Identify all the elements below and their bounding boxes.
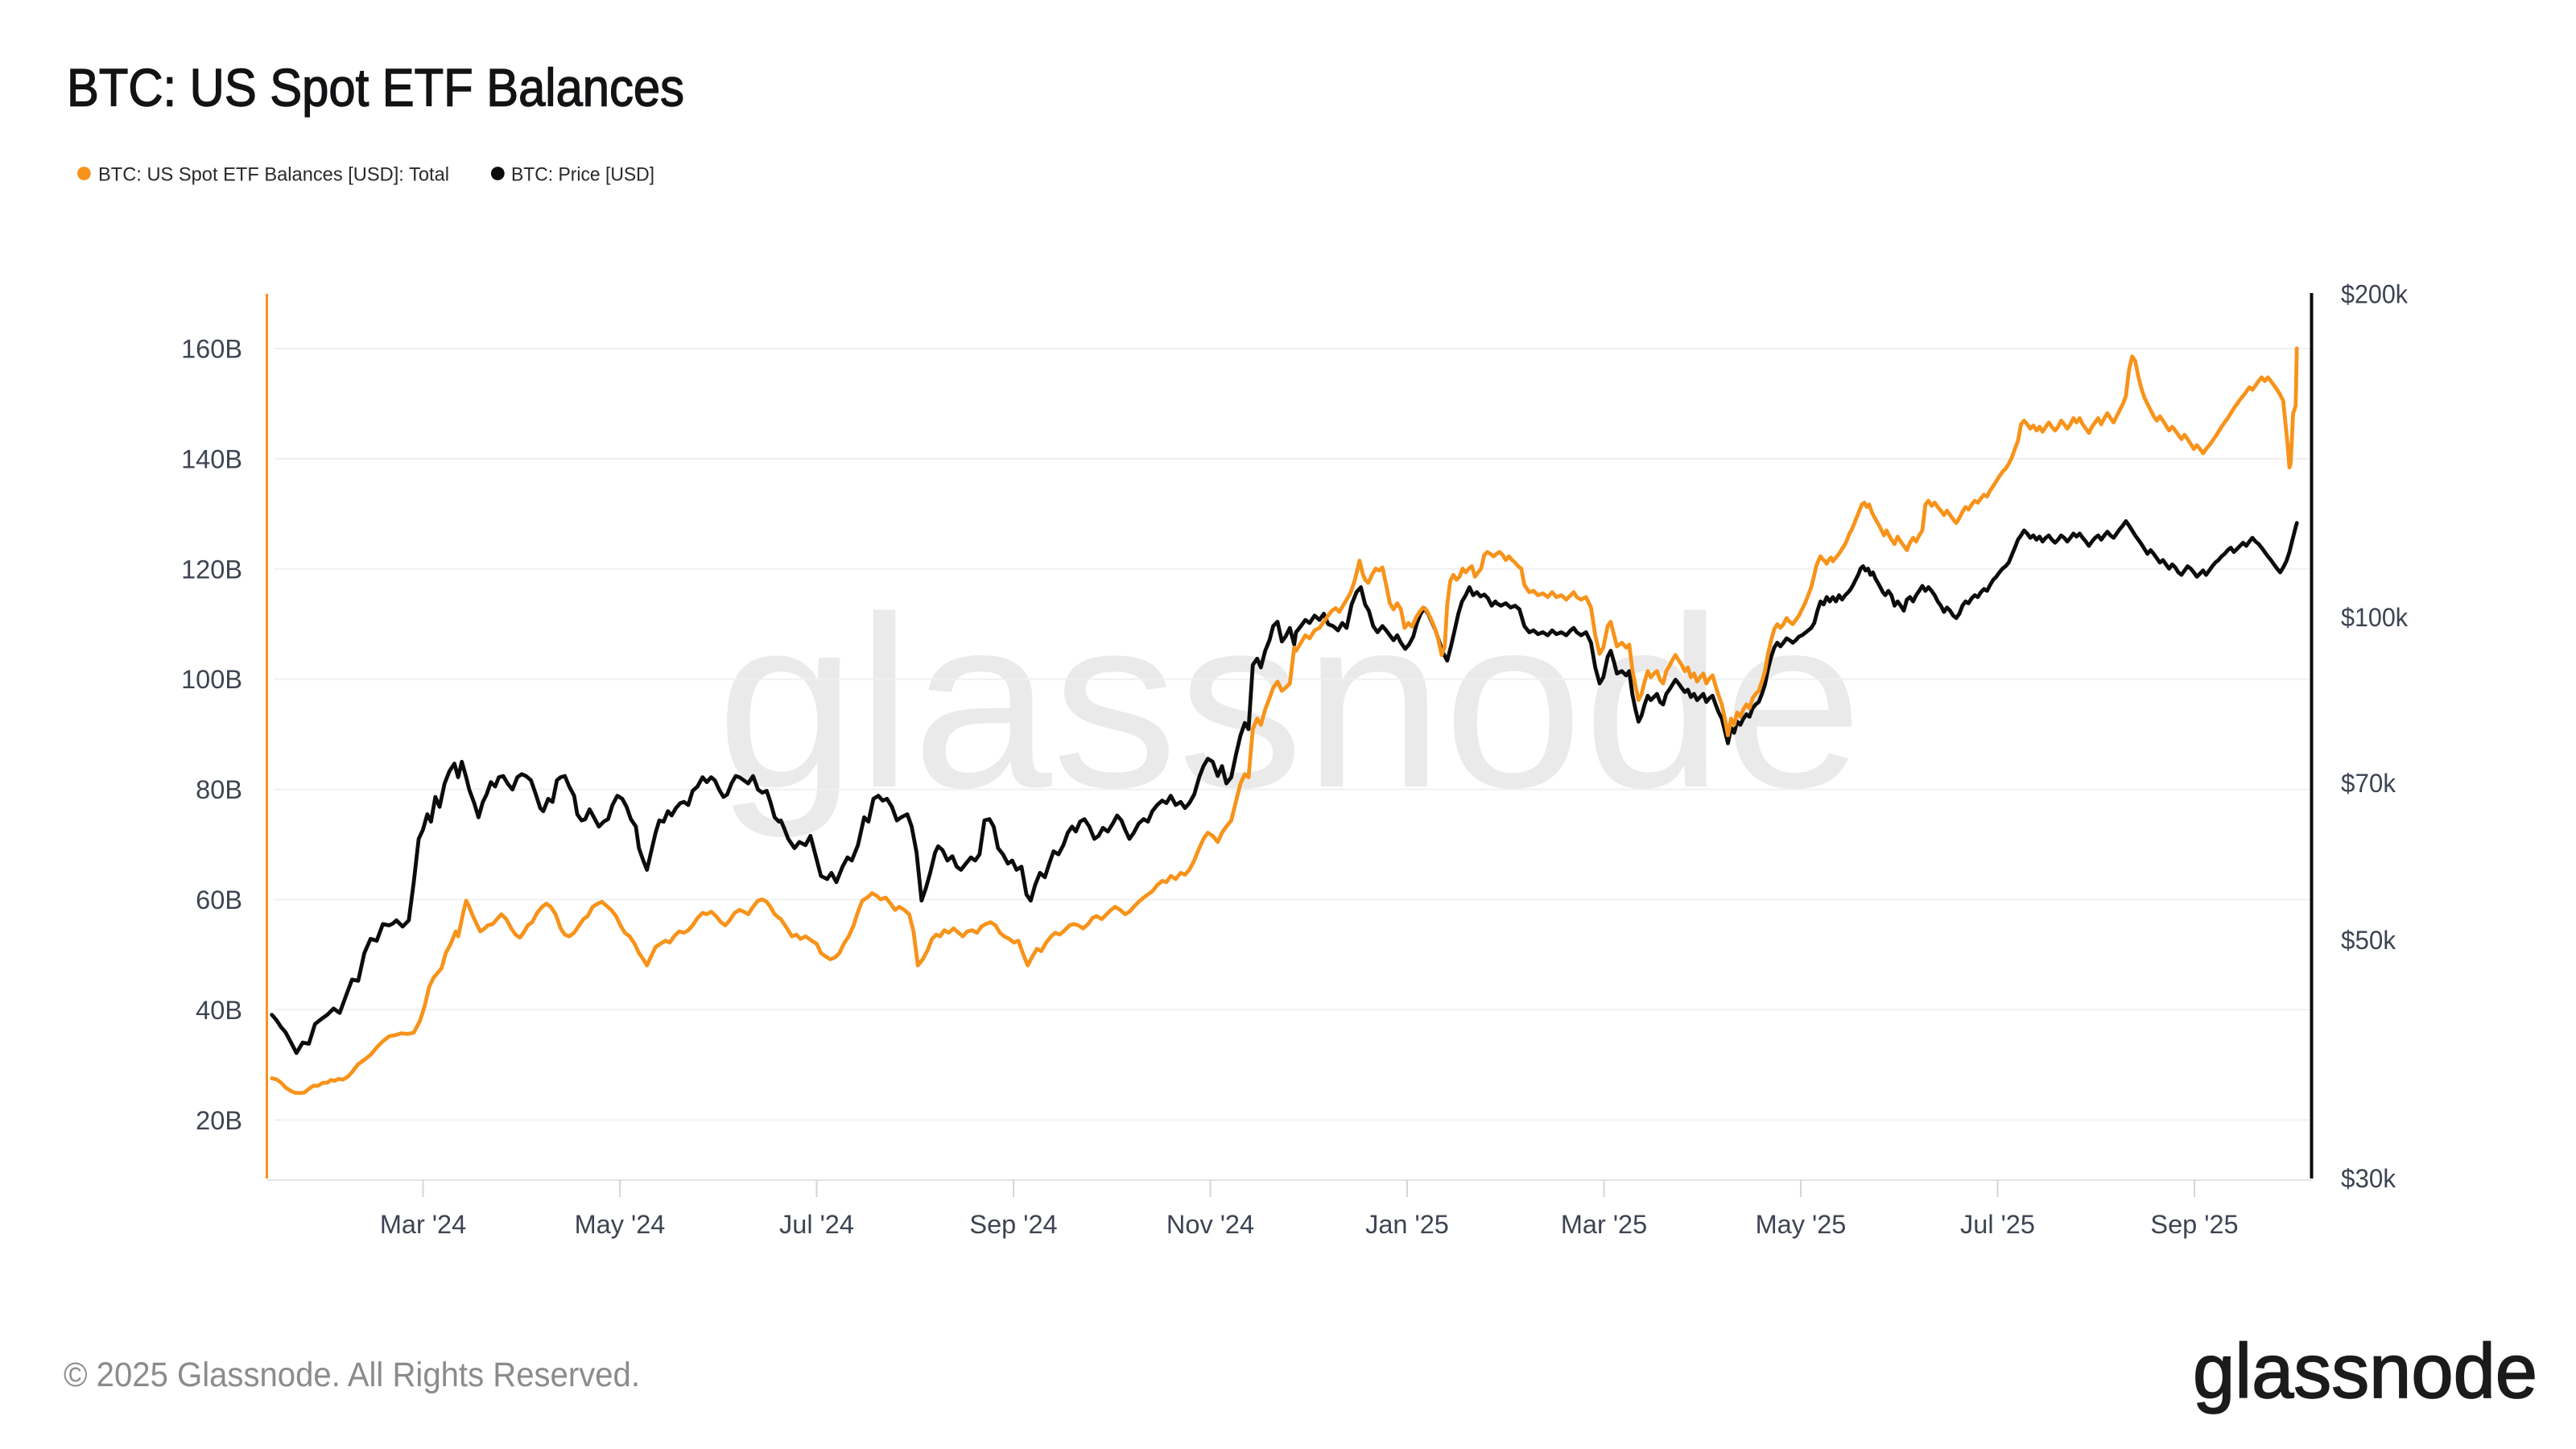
svg-text:$70k: $70k	[2341, 769, 2396, 798]
svg-text:60B: 60B	[196, 886, 242, 914]
svg-text:Mar '25: Mar '25	[1561, 1210, 1647, 1239]
svg-text:May '24: May '24	[575, 1210, 666, 1239]
svg-text:BTC: Price [USD]: BTC: Price [USD]	[511, 164, 654, 186]
svg-text:glassnode: glassnode	[2193, 1328, 2537, 1414]
svg-text:20B: 20B	[196, 1106, 242, 1135]
svg-text:$200k: $200k	[2341, 280, 2409, 309]
svg-text:Jan '25: Jan '25	[1365, 1210, 1449, 1239]
svg-text:$30k: $30k	[2341, 1164, 2396, 1193]
svg-text:BTC: US Spot ETF Balances [USD: BTC: US Spot ETF Balances [USD]: Total	[98, 164, 449, 186]
svg-text:40B: 40B	[196, 996, 242, 1025]
svg-text:140B: 140B	[181, 444, 242, 473]
svg-text:Jul '25: Jul '25	[1960, 1210, 2035, 1239]
svg-text:glassnode: glassnode	[716, 567, 1863, 840]
svg-text:160B: 160B	[181, 335, 242, 364]
svg-text:BTC: US Spot ETF Balances: BTC: US Spot ETF Balances	[67, 58, 684, 118]
svg-text:120B: 120B	[181, 555, 242, 584]
svg-text:Jul '24: Jul '24	[779, 1210, 854, 1239]
svg-text:Nov '24: Nov '24	[1166, 1210, 1254, 1239]
svg-text:100B: 100B	[181, 665, 242, 694]
svg-text:$100k: $100k	[2341, 603, 2409, 632]
svg-text:Sep '25: Sep '25	[2150, 1210, 2238, 1239]
svg-text:© 2025 Glassnode. All Rights R: © 2025 Glassnode. All Rights Reserved.	[64, 1356, 640, 1394]
svg-text:$50k: $50k	[2341, 926, 2396, 955]
svg-text:Mar '24: Mar '24	[380, 1210, 466, 1239]
svg-text:May '25: May '25	[1756, 1210, 1847, 1239]
svg-text:80B: 80B	[196, 775, 242, 804]
svg-text:Sep '24: Sep '24	[969, 1210, 1057, 1239]
